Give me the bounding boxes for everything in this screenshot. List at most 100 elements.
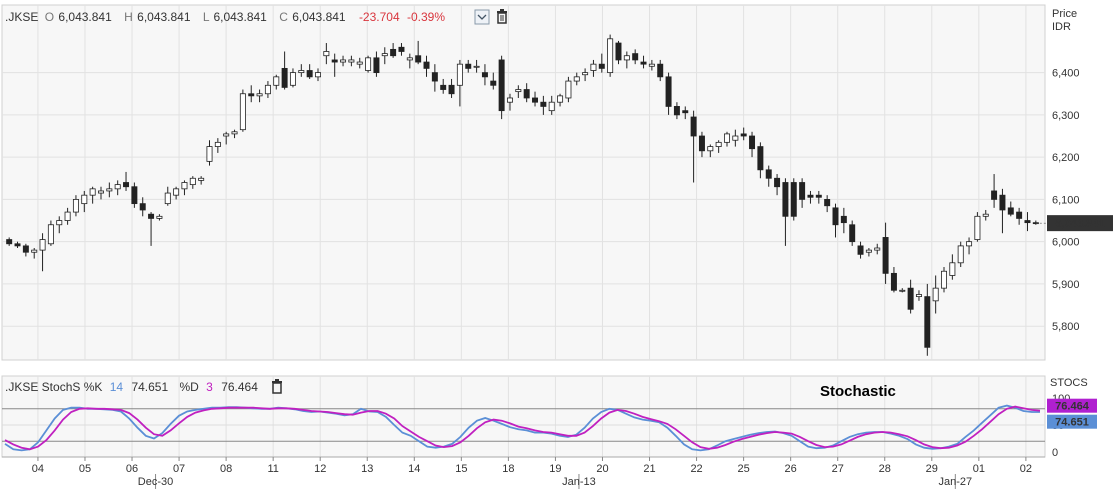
chevron-down-icon[interactable]: [474, 9, 490, 25]
candle-body: [932, 287, 939, 302]
candle-body: [398, 46, 405, 52]
candle-body: [882, 237, 889, 274]
candle-body: [315, 72, 321, 78]
stochastic-header: .JKSE StochS %K 14 74.651 %D 3 76.464: [5, 380, 258, 394]
price-pane[interactable]: [1, 4, 1046, 361]
last-price-label: 6,043.841: [1056, 218, 1105, 230]
low-label: L: [203, 10, 210, 24]
candle-body: [874, 247, 881, 251]
x-tick-label: 04: [32, 463, 44, 475]
candle-body: [365, 57, 372, 71]
candle-body: [139, 203, 146, 211]
candle-body: [707, 146, 714, 152]
candle-body: [623, 55, 630, 61]
change-value: -23.704: [359, 10, 400, 24]
x-axis-ticks: 04 05 06 07 08 11 12 13 14 15 18 19 20 21 22 25 26 27 28 29…: [32, 457, 1032, 475]
price-tick-label: 6,100: [1052, 194, 1080, 206]
candle-body: [941, 270, 947, 289]
candle-body: [281, 67, 288, 88]
close-value: 6,043.841: [292, 10, 346, 24]
candle-body: [498, 59, 505, 112]
k-value-marker: 74.651: [1047, 414, 1097, 429]
x-tick-label: 28: [879, 463, 891, 475]
candle-body: [72, 199, 79, 213]
candle-body: [849, 224, 856, 243]
x-tick-label: 05: [79, 463, 91, 475]
open-label: O: [45, 10, 54, 24]
candle-body: [698, 135, 705, 152]
candle-body: [406, 57, 413, 61]
candle-body: [949, 262, 956, 276]
x-tick-label: 22: [690, 463, 702, 475]
x-tick-label: 18: [502, 463, 514, 475]
candle-body: [298, 70, 305, 74]
candle-body: [523, 89, 530, 99]
candle-body: [515, 89, 522, 93]
candle-body: [331, 59, 338, 63]
candle-body: [598, 63, 605, 69]
d-label: %D: [179, 380, 199, 394]
x-tick-label: 19: [549, 463, 561, 475]
candle-body: [456, 63, 463, 86]
x-tick-label: 06: [126, 463, 138, 475]
candle-body: [673, 106, 680, 116]
x-tick-label: 21: [643, 463, 655, 475]
candle-body: [415, 55, 422, 63]
last-price-marker: 6,043.841: [1047, 215, 1113, 232]
stochastic-axis-title: STOCS: [1050, 377, 1088, 389]
candle-body: [607, 38, 614, 74]
candle-body: [540, 101, 547, 107]
stochastic-pane[interactable]: [1, 375, 1046, 458]
x-tick-label: 12: [314, 463, 326, 475]
x-tick-label: 26: [785, 463, 797, 475]
price-tick-label: 6,000: [1052, 237, 1080, 249]
x-tick-label: 08: [220, 463, 232, 475]
candle-body: [991, 190, 998, 200]
open-value: 6,043.841: [58, 10, 112, 24]
x-tick-label: 14: [408, 463, 420, 475]
x-tick-label: 11: [267, 463, 278, 475]
candle-body: [39, 239, 46, 251]
candle-body: [64, 211, 71, 221]
candle-body: [448, 84, 455, 95]
change-percent: -0.39%: [407, 10, 445, 24]
candle-body: [481, 72, 488, 78]
candle-body: [790, 182, 797, 217]
k-value-axis-label: 74.651: [1055, 417, 1089, 429]
candle-body: [248, 93, 255, 97]
candle-body: [957, 245, 964, 264]
candle-body: [6, 239, 13, 245]
candle-body: [214, 141, 221, 147]
candle-body: [724, 133, 730, 143]
trash-icon[interactable]: [272, 379, 282, 394]
candle-body: [557, 95, 564, 103]
price-tick-label: 6,200: [1052, 152, 1080, 164]
candle-body: [690, 116, 697, 137]
candle-body: [648, 63, 655, 67]
candle-body: [840, 215, 847, 224]
candle-body: [381, 53, 388, 57]
candle-body: [824, 199, 831, 207]
candle-body: [740, 133, 747, 137]
x-tick-label: 29: [926, 463, 938, 475]
price-vertical-grid: [37, 5, 1027, 360]
candle-body: [431, 72, 438, 82]
k-value: 74.651: [131, 380, 168, 394]
month-label: Jan-13: [562, 476, 596, 488]
x-tick-label: 13: [361, 463, 373, 475]
candle-body: [865, 249, 872, 253]
candle-body: [231, 131, 238, 135]
candle-body: [156, 215, 163, 219]
candle-body: [22, 245, 29, 253]
candle-body: [264, 84, 271, 95]
trash-icon[interactable]: [497, 9, 507, 24]
candle-body: [657, 63, 664, 78]
candle-body: [189, 177, 196, 186]
candle-body: [915, 294, 922, 298]
price-tick-label: 5,900: [1052, 279, 1080, 291]
candle-body: [206, 146, 213, 162]
candle-body: [907, 287, 914, 310]
price-header: .JKSE O 6,043.841 H 6,043.841 L 6,043.84…: [5, 10, 445, 24]
candle-body: [123, 182, 130, 188]
candle-body: [715, 141, 722, 147]
